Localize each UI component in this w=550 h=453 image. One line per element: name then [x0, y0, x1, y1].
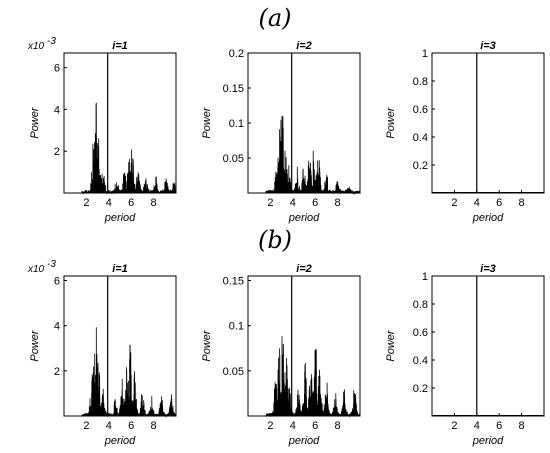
panel-title: i=3 — [480, 263, 496, 275]
y-tick-label: 0.8 — [413, 299, 428, 311]
panel-4: i=1 2 4 6 8 2 4 6 period Power x10 -3 — [27, 259, 177, 447]
axes-frame — [63, 275, 177, 417]
x-tick-label: 4 — [290, 420, 296, 432]
y-tick-label: 0.05 — [223, 366, 244, 378]
y-scale-label: x10 — [27, 41, 45, 52]
x-tick-label: 8 — [151, 420, 157, 432]
axes-frame — [431, 275, 545, 417]
y-tick-label: 0.1 — [229, 118, 244, 130]
y-tick-label: 4 — [54, 321, 60, 333]
y-tick-label: 0.15 — [223, 83, 244, 95]
x-tick-label: 6 — [312, 197, 318, 209]
row-label-b: (b) — [258, 226, 292, 254]
panel-title: i=2 — [296, 263, 312, 275]
x-tick-label: 4 — [290, 197, 296, 209]
x-tick-label: 4 — [474, 197, 480, 209]
y-tick-label: 1 — [422, 271, 428, 283]
y-axis-label: Power — [201, 329, 213, 362]
x-tick-label: 8 — [335, 420, 341, 432]
x-tick-label: 8 — [519, 197, 525, 209]
power-spectrum-series — [81, 327, 177, 418]
x-tick-label: 8 — [335, 197, 341, 209]
x-tick-label: 2 — [83, 197, 89, 209]
y-tick-label: 6 — [54, 63, 60, 75]
x-axis-label: period — [104, 212, 136, 224]
y-scale-exponent: -3 — [47, 259, 56, 270]
panel-1: i=1 2 4 6 8 2 4 6 period Power x10 -3 — [27, 36, 177, 224]
y-scale-exponent: -3 — [47, 36, 56, 47]
power-spectrum-series — [81, 102, 177, 195]
y-tick-label: 2 — [54, 366, 60, 378]
panel-5: i=2 2 4 6 8 0.05 0.1 0.15 period Power — [201, 263, 361, 447]
y-tick-label: 0.2 — [229, 48, 244, 60]
panel-2: i=2 2 4 6 8 0.05 0.1 0.15 0.2 period Power — [201, 40, 361, 224]
x-tick-label: 6 — [312, 420, 318, 432]
x-axis-label: period — [472, 212, 504, 224]
x-tick-label: 2 — [451, 420, 457, 432]
x-tick-label: 2 — [267, 420, 273, 432]
x-tick-label: 4 — [106, 420, 112, 432]
panel-title: i=2 — [296, 40, 312, 52]
y-tick-label: 0.4 — [413, 132, 428, 144]
x-tick-label: 2 — [451, 197, 457, 209]
y-tick-label: 0.4 — [413, 355, 428, 367]
y-tick-label: 1 — [422, 48, 428, 60]
x-axis-label: period — [288, 435, 320, 447]
y-axis-label: Power — [29, 106, 41, 139]
x-axis-label: period — [288, 212, 320, 224]
x-tick-label: 6 — [128, 197, 134, 209]
x-tick-label: 6 — [496, 197, 502, 209]
y-axis-label: Power — [201, 106, 213, 139]
x-axis-label: period — [472, 435, 504, 447]
panel-3: i=3 2 4 6 8 0.2 0.4 0.6 0.8 1 period Power — [385, 40, 545, 224]
x-axis-label: period — [104, 435, 136, 447]
y-tick-label: 0.6 — [413, 327, 428, 339]
row-label-a: (a) — [258, 4, 291, 32]
y-scale-label: x10 — [27, 264, 45, 275]
x-tick-label: 6 — [128, 420, 134, 432]
power-spectrum-series — [265, 336, 361, 418]
y-tick-label: 6 — [54, 276, 60, 288]
x-tick-label: 4 — [106, 197, 112, 209]
y-tick-label: 0.8 — [413, 76, 428, 88]
x-tick-label: 6 — [496, 420, 502, 432]
x-tick-label: 4 — [474, 420, 480, 432]
x-tick-label: 8 — [519, 420, 525, 432]
panel-title: i=3 — [480, 40, 496, 52]
panel-title: i=1 — [112, 263, 128, 275]
x-tick-label: 2 — [267, 197, 273, 209]
y-tick-label: 2 — [54, 146, 60, 158]
power-spectrum-series — [265, 115, 361, 195]
x-tick-label: 2 — [83, 420, 89, 432]
y-tick-label: 4 — [54, 104, 60, 116]
axes-frame — [431, 52, 545, 194]
y-axis-label: Power — [385, 329, 397, 362]
x-tick-label: 8 — [151, 197, 157, 209]
panel-6: i=3 2 4 6 8 0.2 0.4 0.6 0.8 1 period Power — [385, 263, 545, 447]
y-tick-label: 0.6 — [413, 104, 428, 116]
axes-frame — [247, 52, 361, 194]
y-tick-label: 0.2 — [413, 160, 428, 172]
y-axis-label: Power — [385, 106, 397, 139]
y-axis-label: Power — [29, 329, 41, 362]
panel-title: i=1 — [112, 40, 128, 52]
axes-frame — [63, 52, 177, 194]
y-tick-label: 0.15 — [223, 276, 244, 288]
y-tick-label: 0.2 — [413, 383, 428, 395]
y-tick-label: 0.05 — [223, 153, 244, 165]
y-tick-label: 0.1 — [229, 321, 244, 333]
